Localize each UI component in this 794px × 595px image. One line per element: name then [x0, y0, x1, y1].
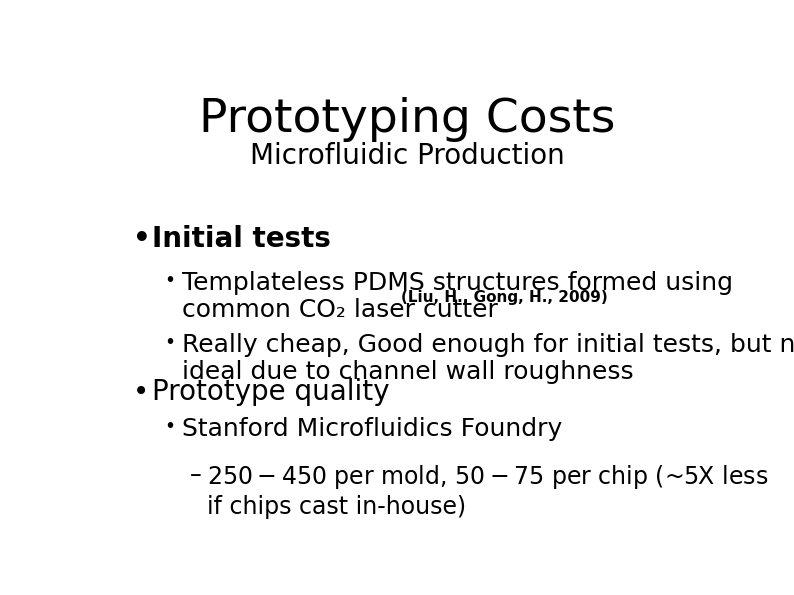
- Text: Microfluidic Production: Microfluidic Production: [249, 142, 565, 170]
- Text: Really cheap, Good enough for initial tests, but not
ideal due to channel wall r: Really cheap, Good enough for initial te…: [183, 333, 794, 384]
- Text: (Liu, H., Gong, H., 2009): (Liu, H., Gong, H., 2009): [401, 290, 607, 305]
- Text: •: •: [164, 333, 175, 352]
- Text: Stanford Microfluidics Foundry: Stanford Microfluidics Foundry: [183, 417, 563, 441]
- Text: $250-$450 per mold, $50-$75 per chip (~5X less
if chips cast in-house): $250-$450 per mold, $50-$75 per chip (~5…: [207, 463, 769, 519]
- Text: •: •: [133, 225, 151, 253]
- Text: –: –: [191, 463, 202, 487]
- Text: •: •: [164, 271, 175, 290]
- Text: •: •: [164, 417, 175, 436]
- Text: Prototype quality: Prototype quality: [152, 378, 389, 406]
- Text: Templateless PDMS structures formed using
common CO₂ laser cutter: Templateless PDMS structures formed usin…: [183, 271, 734, 322]
- Text: Initial tests: Initial tests: [152, 225, 330, 253]
- Text: •: •: [133, 378, 149, 406]
- Text: Prototyping Costs: Prototyping Costs: [198, 96, 615, 142]
